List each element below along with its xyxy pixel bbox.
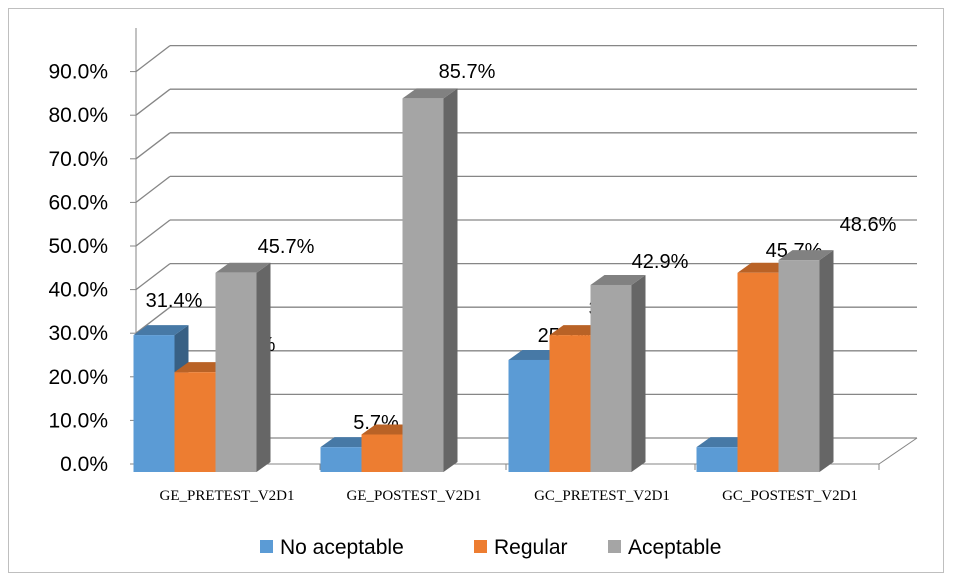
bar [361, 434, 403, 472]
bar-side [443, 88, 458, 473]
y-tick-label: 10.0% [48, 409, 108, 432]
gridline-diagonal [135, 88, 171, 116]
data-label: 42.9% [632, 251, 689, 273]
bar-chart: 0.0% 10.0% 20.0% 30.0% 40.0% 50.0% 60.0% 70.0% 8… [48, 28, 918, 559]
y-tick-label: 0.0% [60, 453, 108, 476]
bar [737, 272, 779, 472]
bar-top [402, 88, 458, 99]
y-tick-label: 40.0% [48, 279, 108, 302]
bar [508, 359, 550, 472]
bar [320, 447, 362, 472]
legend-label: No aceptable [280, 536, 404, 559]
bar [402, 98, 444, 473]
legend-label: Aceptable [628, 536, 721, 559]
chart-frame: 0.0% 10.0% 20.0% 30.0% 40.0% 50.0% 60.0% 70.0% 8… [8, 8, 944, 573]
bar [778, 260, 820, 472]
legend-label: Regular [494, 536, 568, 559]
bar [696, 447, 738, 472]
y-tick-label: 80.0% [48, 104, 108, 127]
bar-top [215, 262, 271, 273]
bar-top [590, 274, 646, 285]
y-tick-label: 50.0% [48, 235, 108, 258]
bar-side [819, 250, 834, 472]
y-tick-label: 20.0% [48, 366, 108, 389]
y-tick-label: 70.0% [48, 148, 108, 171]
y-tick-label: 60.0% [48, 191, 108, 214]
gridline-diagonal [135, 175, 171, 203]
y-tick-label: 90.0% [48, 61, 108, 84]
legend-swatch [608, 540, 621, 553]
legend-swatch [260, 540, 273, 553]
bar-top [778, 250, 834, 261]
bar [549, 335, 591, 472]
bar-top [133, 325, 189, 336]
gridline-diagonal [135, 306, 171, 334]
bar [174, 372, 216, 472]
gridline-diagonal [135, 263, 171, 291]
data-label: 45.7% [258, 236, 315, 258]
data-label: 31.4% [146, 290, 203, 312]
floor-edge [878, 437, 918, 465]
y-tick-label: 30.0% [48, 322, 108, 345]
data-label: 48.6% [840, 214, 897, 236]
bar-side [256, 262, 271, 472]
x-tick-label: GC_POSTEST_V2D1 [722, 488, 858, 504]
bar [133, 335, 175, 472]
bar-side [631, 274, 646, 472]
bar [215, 272, 257, 472]
x-tick-label: GC_PRETEST_V2D1 [534, 488, 670, 504]
bar [590, 284, 632, 472]
gridline-diagonal [135, 45, 171, 73]
gridline-diagonal [135, 132, 171, 160]
x-tick-label: GE_PRETEST_V2D1 [160, 488, 295, 504]
x-tick-label: GE_POSTEST_V2D1 [346, 488, 481, 504]
data-label: 85.7% [439, 61, 496, 83]
legend-swatch [474, 540, 487, 553]
gridline-diagonal [135, 219, 171, 247]
